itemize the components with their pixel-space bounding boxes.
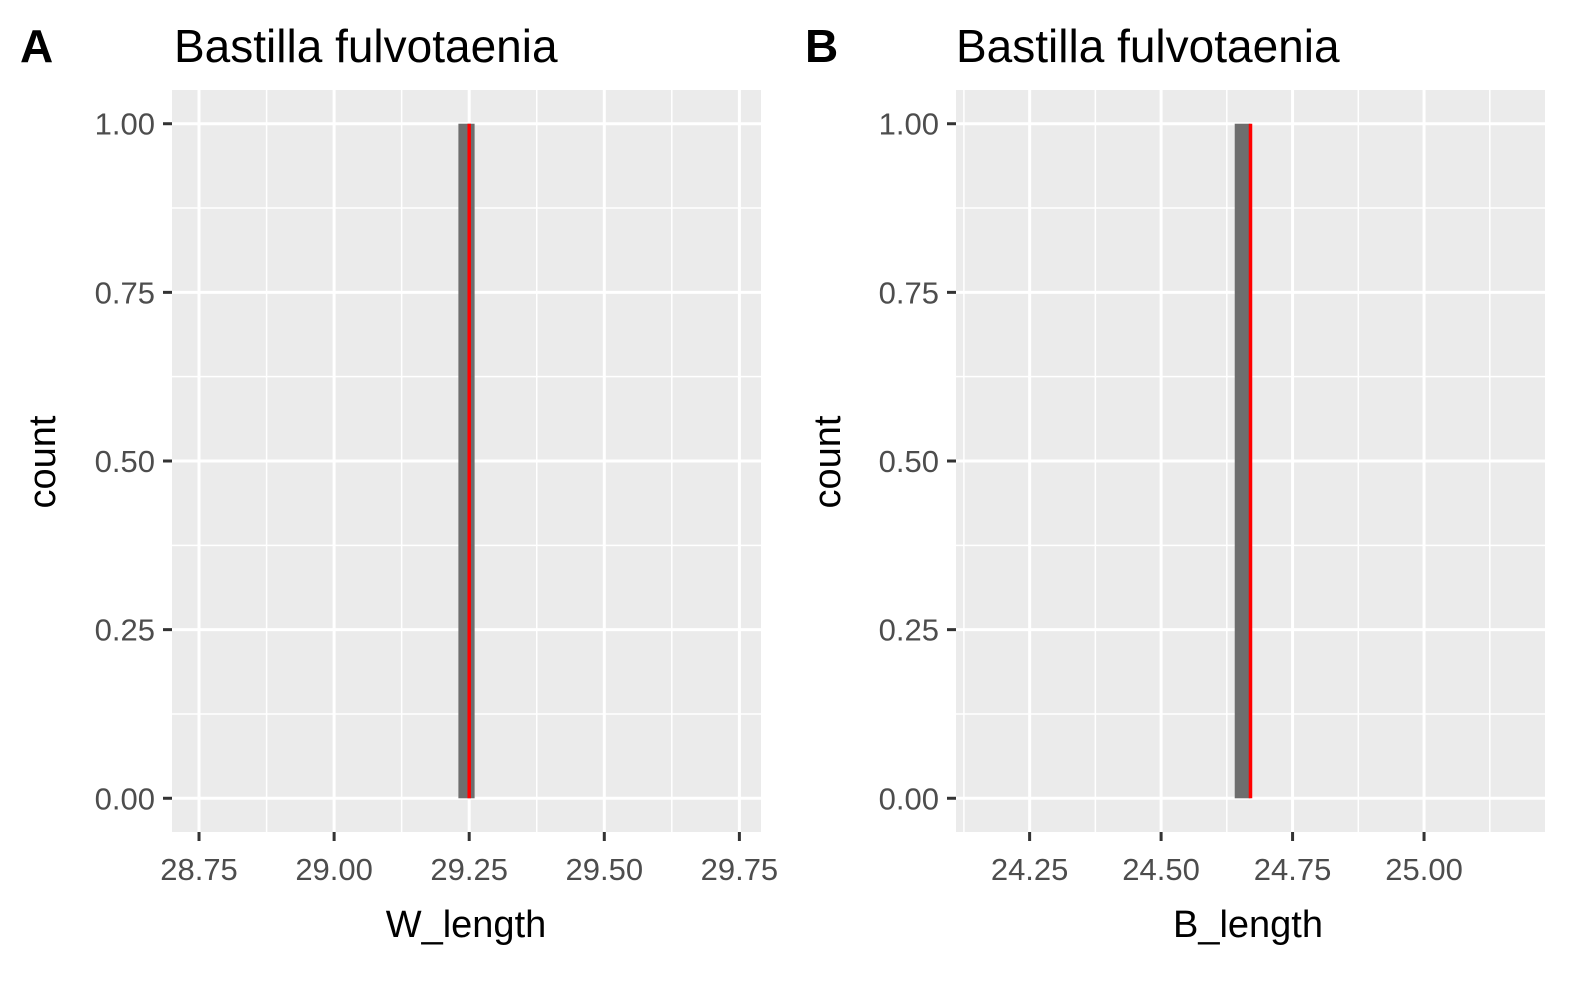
x-tick-label: 24.25 <box>991 852 1069 887</box>
chart-title-a: Bastilla fulvotaenia <box>174 20 558 72</box>
chart-title-b: Bastilla fulvotaenia <box>956 20 1340 72</box>
y-tick-label: 0.50 <box>879 444 939 479</box>
y-tick-label: 0.75 <box>95 275 155 310</box>
y-axis-title-b: count <box>807 415 849 508</box>
y-tick-label: 0.00 <box>95 781 155 816</box>
x-tick-label: 29.00 <box>295 852 373 887</box>
x-tick-label: 28.75 <box>160 852 238 887</box>
histogram-bar <box>458 123 475 799</box>
x-tick-label: 29.25 <box>430 852 508 887</box>
y-tick-label: 0.00 <box>879 781 939 816</box>
histogram-bar <box>1234 123 1251 799</box>
x-tick-label: 24.50 <box>1122 852 1200 887</box>
x-tick-label: 29.50 <box>566 852 644 887</box>
y-tick-label: 0.50 <box>95 444 155 479</box>
y-tick-label: 0.25 <box>879 613 939 648</box>
x-axis-b: 24.25 24.50 24.75 25.00 <box>991 832 1463 887</box>
x-tick-label: 25.00 <box>1385 852 1463 887</box>
y-axis-title-a: count <box>22 415 64 508</box>
x-tick-label: 24.75 <box>1254 852 1332 887</box>
panel-b: B Bastilla fulvotaenia 0.00 0.25 0.50 0.75 1… <box>805 20 1545 946</box>
y-tick-label: 1.00 <box>879 107 939 142</box>
y-axis-b: 0.00 0.25 0.50 0.75 1.00 <box>879 107 956 816</box>
histogram-bars-a <box>458 123 475 799</box>
histogram-bars-b <box>1234 123 1251 799</box>
x-axis-a: 28.75 29.00 29.25 29.50 29.75 <box>160 832 778 887</box>
x-tick-label: 29.75 <box>701 852 779 887</box>
panel-label-a: A <box>20 20 53 72</box>
y-axis-a: 0.00 0.25 0.50 0.75 1.00 <box>95 107 172 816</box>
panel-label-b: B <box>805 20 838 72</box>
panel-a: A Bastilla fulvotaenia 0.00 0.25 0.50 0.75 1… <box>20 20 778 946</box>
y-tick-label: 1.00 <box>95 107 155 142</box>
x-axis-title-b: B_length <box>1173 904 1323 946</box>
y-tick-label: 0.25 <box>95 613 155 648</box>
x-axis-title-a: W_length <box>386 904 547 946</box>
y-tick-label: 0.75 <box>879 275 939 310</box>
